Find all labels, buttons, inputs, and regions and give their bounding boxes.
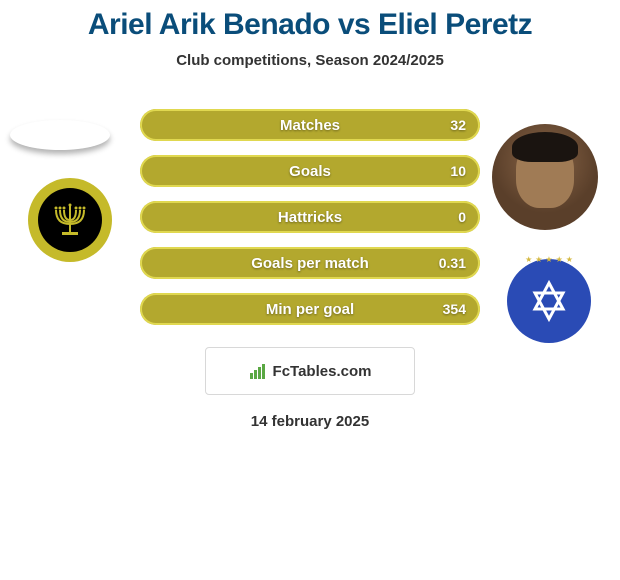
stat-row: Matches 32 — [140, 109, 480, 141]
club-left-inner — [38, 188, 102, 252]
footer-date: 14 february 2025 — [0, 413, 620, 430]
star-of-david-icon — [527, 279, 571, 323]
club-right-badge: ★ ★ ★ ★ ★ — [498, 250, 600, 352]
mini-star-icon: ★ — [556, 255, 563, 264]
brand-text: FcTables.com — [273, 363, 372, 380]
subtitle: Club competitions, Season 2024/2025 — [0, 52, 620, 69]
stat-value-right: 0 — [458, 209, 466, 225]
stat-value-right: 0.31 — [439, 255, 466, 271]
chart-icon — [249, 362, 267, 380]
stat-row: Goals 10 — [140, 155, 480, 187]
mini-star-icon: ★ — [535, 255, 542, 264]
stat-row: Min per goal 354 — [140, 293, 480, 325]
stat-label: Goals — [289, 163, 331, 180]
stars-arc: ★ ★ ★ ★ ★ — [507, 255, 591, 264]
stat-row: Hattricks 0 — [140, 201, 480, 233]
page-title: Ariel Arik Benado vs Eliel Peretz — [0, 0, 620, 42]
brand-badge[interactable]: FcTables.com — [205, 347, 415, 395]
stat-label: Goals per match — [251, 255, 369, 272]
club-left-badge — [28, 178, 112, 262]
stat-row: Goals per match 0.31 — [140, 247, 480, 279]
player-left-placeholder — [10, 120, 110, 150]
stat-value-right: 10 — [450, 163, 466, 179]
mini-star-icon: ★ — [525, 255, 532, 264]
player-hair — [512, 132, 578, 162]
stat-value-right: 32 — [450, 117, 466, 133]
menorah-icon — [50, 200, 90, 240]
stat-value-right: 354 — [443, 301, 466, 317]
club-right-inner: ★ ★ ★ ★ ★ — [507, 259, 591, 343]
stat-label: Hattricks — [278, 209, 342, 226]
mini-star-icon: ★ — [566, 255, 573, 264]
mini-star-icon: ★ — [545, 255, 552, 264]
player-right-avatar — [492, 124, 598, 230]
stat-label: Min per goal — [266, 301, 354, 318]
player-face — [516, 138, 574, 208]
stat-label: Matches — [280, 117, 340, 134]
